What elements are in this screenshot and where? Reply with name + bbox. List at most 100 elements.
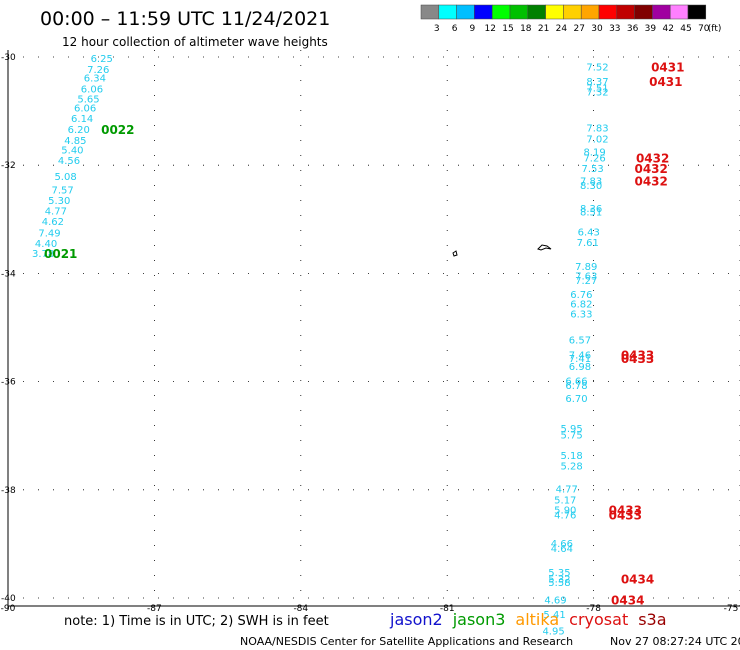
swh-value-label: 4.64: [551, 544, 573, 555]
colorbar-tick-label: 30: [591, 24, 603, 34]
swh-value-label: 4.69: [544, 596, 566, 607]
swh-value-label: 8.37: [586, 77, 608, 88]
swh-value-label: 6.43: [578, 228, 600, 239]
legend-jason3: jason3: [452, 610, 506, 629]
pass-time-label: 0432: [634, 174, 667, 188]
swh-value-label: 6.06: [74, 103, 96, 114]
color-scale-bar: 3 6 9 12 15 18 21 24 27 30 33 36 39 42 45 70(ft): [420, 4, 721, 34]
swh-value-label: 5.28: [561, 461, 583, 472]
swh-value-label: 6.25: [91, 54, 113, 65]
swh-value-label: 8.36: [580, 204, 602, 215]
island-juan-fernandez-west: [452, 250, 458, 257]
swh-value-label: 6.14: [71, 114, 93, 125]
legend-altika: altika: [515, 610, 559, 629]
axis-labels: -30 -32 -34 -36 -38 -40-90 -87 -84 -81 -78 -75: [1, 53, 739, 614]
swh-value-label: 7.57: [52, 186, 74, 197]
swh-value-label: 5.35: [548, 568, 570, 579]
colorbar-swatch: [456, 4, 475, 20]
swh-value-label: 4.95: [542, 626, 564, 637]
swh-value-label: 5.41: [543, 610, 565, 621]
swh-value-label: 7.49: [38, 228, 60, 239]
pass-time-labels: 0022002104310431043204320432043304330433…: [44, 61, 684, 608]
swh-value-label: 7.83: [586, 123, 608, 134]
swh-value-label: 3.78: [32, 249, 54, 260]
pass-time-label: 0432: [634, 162, 667, 176]
swh-value-label: 5.95: [561, 424, 583, 435]
colorbar-swatch: [634, 4, 653, 20]
swh-value-label: 5.58: [548, 578, 570, 589]
colorbar-swatch: [420, 4, 440, 20]
colorbar-tick-label: 24: [556, 24, 568, 34]
colorbar-tick-label: 12: [484, 24, 495, 34]
swh-value-label: 7.02: [586, 135, 608, 146]
swh-value-label: 6.66: [565, 377, 587, 388]
pass-time-label: 0021: [44, 247, 77, 261]
latitude-label: -36: [1, 378, 16, 388]
colorbar-swatch: [687, 4, 707, 20]
swh-value-label: 7.32: [586, 88, 608, 99]
swh-value-label: 8.51: [580, 208, 602, 219]
colorbar-swatch: [598, 4, 618, 20]
latitude-label: -34: [1, 269, 16, 279]
swh-value-label: 7.61: [577, 238, 599, 249]
colorbar-tick-label: 6: [452, 24, 458, 34]
pass-time-label: 0434: [611, 594, 644, 608]
colorbar-swatch: [563, 4, 582, 20]
longitude-label: -75: [724, 604, 739, 614]
colorbar-tick-label: 45: [680, 24, 691, 34]
pass-time-label: 0433: [621, 352, 654, 366]
map-frame: [7, 50, 740, 610]
footer-timestamp: Nov 27 08:27:24 UTC 2021: [610, 635, 740, 648]
colorbar-tick-label: 15: [502, 24, 513, 34]
swh-value-label: 5.18: [561, 451, 583, 462]
island-outlines: [452, 244, 552, 257]
colorbar-tick-label: 9: [470, 24, 476, 34]
colorbar-swatch: [580, 4, 600, 20]
swh-value-label: 4.62: [42, 217, 64, 228]
latitude-label: -32: [1, 161, 16, 171]
pass-time-label: 0432: [636, 152, 669, 166]
island-juan-fernandez-east: [537, 244, 552, 251]
colorbar-swatch: [438, 4, 457, 20]
swh-value-label: 6.34: [84, 74, 106, 85]
colorbar-swatch: [527, 4, 546, 20]
swh-value-label: 4.40: [35, 239, 57, 250]
swh-value-label: 6.78: [565, 381, 587, 392]
swh-value-label: 7.26: [583, 154, 605, 165]
swh-value-label: 5.08: [54, 172, 76, 183]
swh-value-label: 5.30: [48, 196, 70, 207]
swh-value-label: 7.53: [581, 164, 603, 175]
longitude-label: -87: [147, 604, 162, 614]
longitude-label: -90: [1, 604, 16, 614]
colorbar-tick-label: 21: [538, 24, 549, 34]
colorbar-tick-label: 36: [627, 24, 639, 34]
satellite-legend: jason2 jason3 altika cryosat s3a: [389, 610, 667, 629]
swh-value-label: 4.77: [45, 207, 67, 218]
colorbar-swatch: [652, 4, 671, 20]
swh-value-label: 7.26: [87, 65, 109, 76]
pass-time-label: 0433: [609, 509, 642, 523]
swh-value-label: 7.89: [575, 262, 597, 273]
pass-time-label: 0431: [649, 75, 682, 89]
swh-value-label: 4.85: [64, 136, 86, 147]
swh-value-label: 4.66: [551, 539, 573, 550]
colorbar-tick-label: 39: [645, 24, 657, 34]
legend-cryosat: cryosat: [569, 610, 628, 629]
swh-value-label: 7.41: [569, 354, 591, 365]
colorbar-tick-label: 3: [434, 24, 440, 34]
swh-value-label: 6.98: [569, 362, 591, 373]
swh-value-label: 6.82: [570, 300, 592, 311]
colorbar-swatch: [669, 4, 689, 20]
footer-note: note: 1) Time is in UTC; 2) SWH is in fe…: [64, 614, 329, 629]
footer-credit: NOAA/NESDIS Center for Satellite Applica…: [240, 635, 573, 648]
colorbar-tick-label: 42: [662, 24, 673, 34]
colorbar-swatch: [545, 4, 564, 20]
colorbar-swatch: [616, 4, 635, 20]
colorbar-tick-label: 33: [609, 24, 620, 34]
colorbar-swatch: [474, 4, 493, 20]
latitude-label: -40: [1, 594, 16, 604]
pass-time-label: 0022: [101, 123, 134, 137]
colorbar-swatch: [509, 4, 529, 20]
swh-value-label: 4.56: [58, 156, 80, 167]
colorbar-tick-label: 70: [698, 24, 710, 34]
